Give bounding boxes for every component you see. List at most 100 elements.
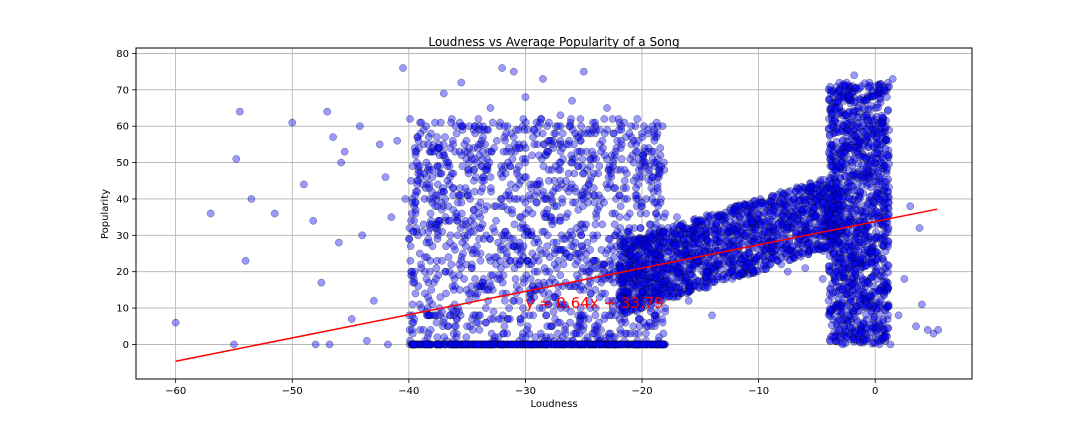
data-point [867, 328, 875, 336]
data-point [513, 195, 522, 203]
data-point [658, 340, 667, 349]
data-point [756, 220, 765, 229]
data-point [827, 215, 836, 224]
x-tick-label: −50 [282, 386, 303, 397]
data-point [553, 318, 562, 327]
data-point [564, 169, 573, 178]
data-point [601, 289, 609, 298]
data-point [573, 147, 582, 156]
data-point [515, 296, 524, 305]
data-point [542, 311, 551, 320]
data-point [836, 151, 845, 160]
data-point [509, 67, 518, 76]
data-point [425, 238, 434, 247]
data-point [616, 144, 625, 152]
data-point [599, 260, 608, 269]
data-point [597, 147, 605, 156]
data-point [645, 220, 654, 229]
data-point [521, 144, 530, 152]
data-point [489, 307, 498, 316]
data-point [834, 236, 843, 245]
data-point [433, 333, 442, 342]
data-point [540, 213, 549, 221]
data-point [556, 122, 565, 131]
data-point [577, 231, 586, 240]
data-point [604, 296, 613, 305]
data-point [453, 340, 461, 349]
data-point [536, 329, 545, 338]
data-point [479, 278, 487, 287]
data-point [608, 115, 617, 123]
data-point [617, 125, 626, 134]
data-point [732, 250, 741, 258]
data-point [575, 249, 584, 258]
data-point [849, 111, 857, 120]
data-point [428, 173, 437, 181]
data-point [434, 231, 442, 240]
data-point [606, 260, 615, 269]
data-point [511, 184, 520, 192]
data-point [515, 238, 524, 247]
data-point [409, 227, 418, 236]
data-point [879, 241, 888, 250]
data-point [859, 302, 868, 311]
data-point [834, 97, 842, 106]
data-point [586, 246, 595, 254]
data-point [446, 231, 455, 240]
data-point [545, 118, 553, 127]
data-point [853, 129, 862, 138]
data-point [839, 295, 847, 303]
data-point [549, 187, 558, 196]
data-point [884, 283, 892, 292]
data-point [428, 166, 437, 174]
data-point [792, 227, 801, 236]
data-point [481, 304, 490, 312]
data-point [569, 329, 578, 338]
data-point [383, 340, 392, 349]
data-point [754, 202, 763, 211]
data-point [585, 267, 594, 276]
data-point [595, 293, 604, 302]
data-point [558, 129, 567, 138]
data-point [576, 340, 585, 349]
data-point [562, 213, 571, 221]
data-point [528, 151, 536, 160]
data-point [561, 235, 570, 243]
data-point [655, 169, 664, 178]
data-point [636, 209, 645, 218]
data-point [498, 64, 506, 72]
data-point [685, 287, 694, 296]
data-point [639, 280, 647, 289]
data-point [606, 180, 615, 189]
data-point [643, 242, 652, 250]
data-point [600, 115, 609, 123]
data-point [669, 222, 678, 231]
data-point [725, 263, 733, 272]
data-point [461, 216, 470, 225]
data-point [837, 181, 846, 190]
data-point [818, 275, 827, 283]
data-point [583, 256, 591, 265]
data-point [888, 75, 897, 83]
data-point [425, 195, 434, 203]
data-point [436, 293, 445, 302]
data-point [702, 268, 710, 276]
data-point [418, 227, 427, 236]
data-point [626, 250, 635, 259]
data-point [445, 162, 454, 171]
data-point [526, 180, 534, 189]
data-point [685, 266, 694, 274]
data-point [598, 136, 607, 145]
data-point [434, 169, 443, 178]
data-point [617, 318, 626, 327]
data-point [760, 227, 768, 236]
data-point [486, 184, 495, 192]
y-tick-label: 50 [116, 158, 129, 169]
data-point [504, 187, 513, 196]
data-point [878, 130, 887, 139]
x-tick-label: −20 [631, 386, 652, 397]
data-point [481, 318, 490, 327]
data-point [870, 282, 878, 291]
data-point [455, 191, 464, 200]
data-point [440, 187, 448, 196]
